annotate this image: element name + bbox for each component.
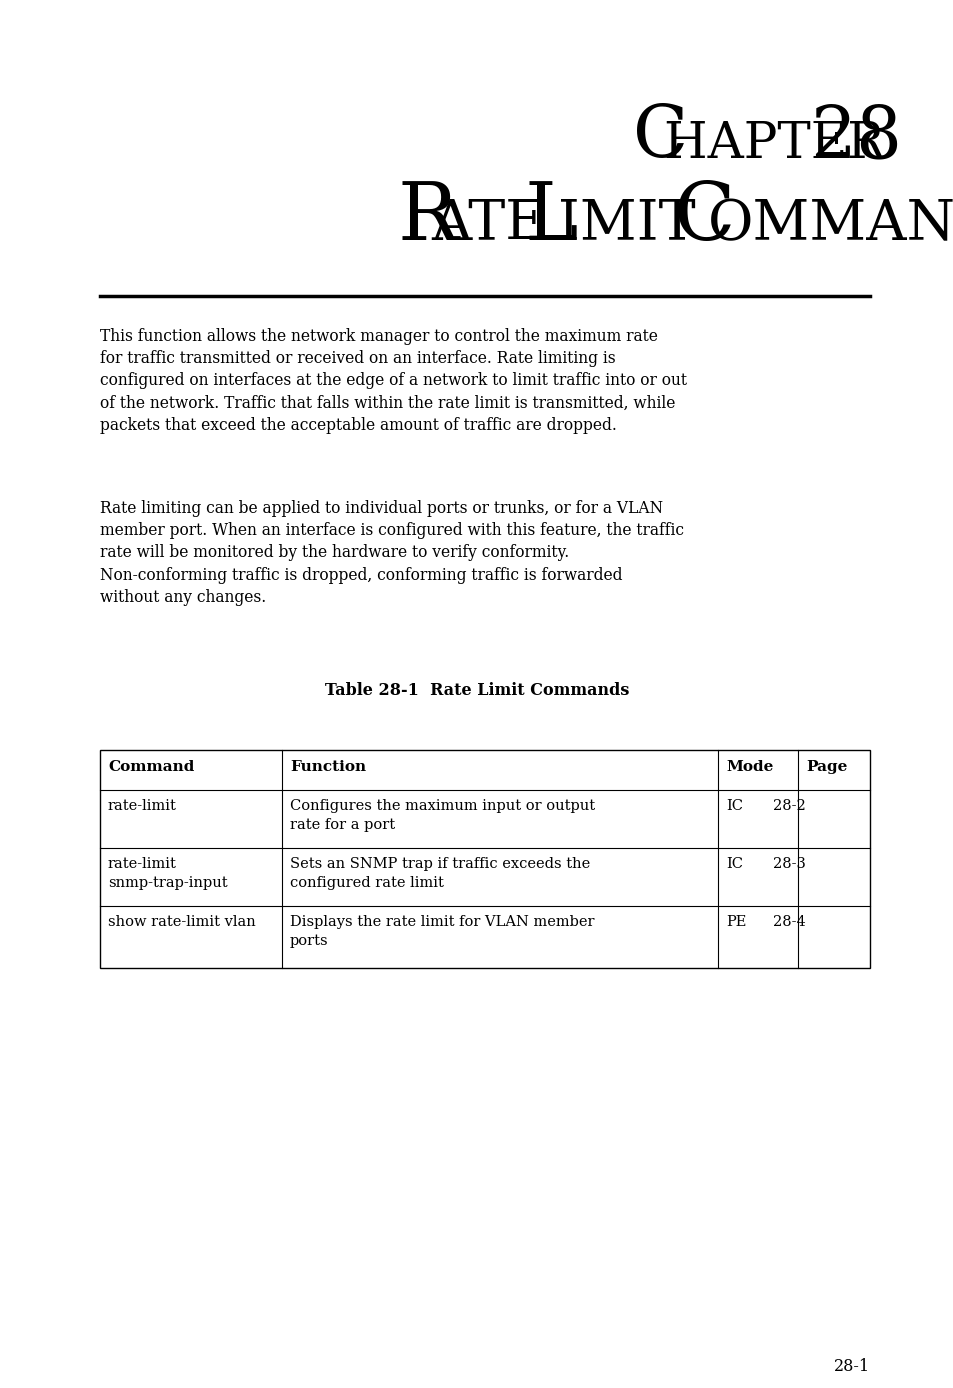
Text: Command: Command — [108, 761, 194, 775]
Text: Mode: Mode — [725, 761, 773, 775]
Text: rate-limit: rate-limit — [108, 799, 176, 813]
Text: L: L — [524, 179, 578, 257]
Text: IMIT: IMIT — [558, 197, 713, 253]
Text: Displays the rate limit for VLAN member
ports: Displays the rate limit for VLAN member … — [290, 915, 594, 948]
Text: Sets an SNMP trap if traffic exceeds the
configured rate limit: Sets an SNMP trap if traffic exceeds the… — [290, 856, 590, 890]
Text: 28: 28 — [809, 103, 901, 174]
Text: show rate-limit vlan: show rate-limit vlan — [108, 915, 255, 929]
Text: This function allows the network manager to control the maximum rate
for traffic: This function allows the network manager… — [100, 328, 686, 434]
Text: C: C — [633, 103, 688, 174]
Text: IC: IC — [725, 799, 742, 813]
Text: Configures the maximum input or output
rate for a port: Configures the maximum input or output r… — [290, 799, 595, 831]
Text: IC: IC — [725, 856, 742, 872]
Text: 28-3: 28-3 — [772, 856, 805, 872]
Text: Function: Function — [290, 761, 366, 775]
Text: 28-1: 28-1 — [833, 1357, 869, 1376]
Text: 28-4: 28-4 — [773, 915, 805, 929]
Text: OMMANDS: OMMANDS — [707, 197, 953, 253]
Text: C: C — [673, 179, 735, 257]
Text: PE: PE — [725, 915, 745, 929]
Text: R: R — [397, 179, 458, 257]
Text: Table 28-1  Rate Limit Commands: Table 28-1 Rate Limit Commands — [324, 682, 629, 700]
Text: Page: Page — [805, 761, 846, 775]
Text: Rate limiting can be applied to individual ports or trunks, or for a VLAN
member: Rate limiting can be applied to individu… — [100, 500, 683, 605]
Text: ATE: ATE — [431, 197, 563, 253]
Text: rate-limit
snmp-trap-input: rate-limit snmp-trap-input — [108, 856, 228, 890]
Text: 28-2: 28-2 — [773, 799, 805, 813]
Bar — [100, 750, 869, 967]
Text: HAPTER: HAPTER — [663, 119, 900, 169]
